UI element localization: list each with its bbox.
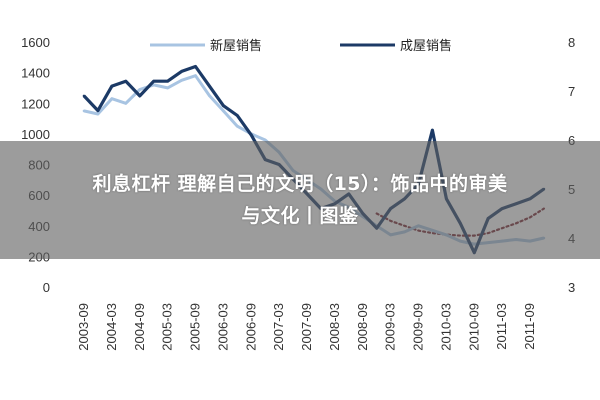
data-point-new-home <box>208 94 211 97</box>
x-tick-label: 2005-03 <box>160 303 175 351</box>
title-banner: 利息杠杆 理解自己的文明（15）：饰品中的审美 与文化丨图鉴 <box>0 141 600 259</box>
data-point-existing-home <box>180 70 183 73</box>
legend-label-existing-home: 成屋销售 <box>400 38 452 54</box>
x-tick-label: 2008-09 <box>355 303 370 351</box>
data-point-existing-home <box>194 65 197 68</box>
y-left-tick-label: 1400 <box>21 66 50 81</box>
x-tick-label: 2007-09 <box>299 303 314 351</box>
banner-title-line-1: 利息杠杆 理解自己的文明（15）：饰品中的审美 <box>92 173 508 195</box>
data-point-new-home <box>96 112 100 116</box>
data-point-existing-home <box>96 109 100 112</box>
y-right-tick-label: 6 <box>568 133 575 148</box>
x-tick-label: 2008-03 <box>327 303 342 351</box>
y-left-tick-label: 1200 <box>21 96 50 111</box>
x-tick-label: 2009-09 <box>411 303 426 351</box>
data-point-new-home <box>222 109 225 113</box>
x-tick-label: 2006-03 <box>215 303 230 351</box>
x-tick-label: 2004-03 <box>104 303 119 351</box>
data-point-existing-home <box>250 133 253 137</box>
x-tick-label: 2011-03 <box>494 303 509 350</box>
data-point-new-home <box>236 124 239 128</box>
x-tick-label: 2006-09 <box>243 303 258 351</box>
data-point-existing-home <box>138 94 142 98</box>
x-tick-label: 2010-03 <box>438 303 453 351</box>
y-right-tick-label: 3 <box>568 280 575 295</box>
data-point-existing-home <box>236 114 239 117</box>
banner-title-line-2: 与文化丨图鉴 <box>241 205 359 227</box>
y-left-tick-label: 0 <box>43 280 50 295</box>
data-point-existing-home <box>208 84 211 88</box>
data-point-existing-home <box>431 128 434 132</box>
data-point-new-home <box>124 102 128 105</box>
x-tick-label: 2003-09 <box>76 303 91 351</box>
data-point-existing-home <box>152 79 155 83</box>
x-tick-label: 2007-03 <box>271 303 286 351</box>
data-point-new-home <box>194 74 197 77</box>
x-tick-label: 2011-09 <box>522 303 537 350</box>
data-point-existing-home <box>110 84 114 88</box>
y-right-tick-label: 7 <box>568 84 575 99</box>
data-point-new-home <box>82 109 86 113</box>
data-point-new-home <box>166 86 169 90</box>
data-point-new-home <box>152 83 155 87</box>
data-point-new-home <box>110 97 114 100</box>
data-point-existing-home <box>166 79 169 83</box>
chart-legend: 新屋销售 成屋销售 <box>150 38 452 54</box>
x-tick-label: 2010-09 <box>466 303 481 351</box>
x-tick-label: 2009-03 <box>383 303 398 351</box>
x-tick-label: 2005-09 <box>188 303 203 351</box>
data-point-existing-home <box>124 79 128 83</box>
y-left-tick-label: 1000 <box>21 127 50 142</box>
data-point-new-home <box>138 88 142 91</box>
data-point-new-home <box>180 79 183 82</box>
x-tick-label: 2004-09 <box>132 303 147 351</box>
y-right-tick-label: 8 <box>568 35 575 50</box>
y-left-tick-label: 1600 <box>21 35 50 50</box>
legend-label-new-home: 新屋销售 <box>210 38 262 54</box>
data-point-new-home <box>263 138 267 142</box>
data-point-existing-home <box>82 94 86 98</box>
data-point-existing-home <box>222 104 225 107</box>
